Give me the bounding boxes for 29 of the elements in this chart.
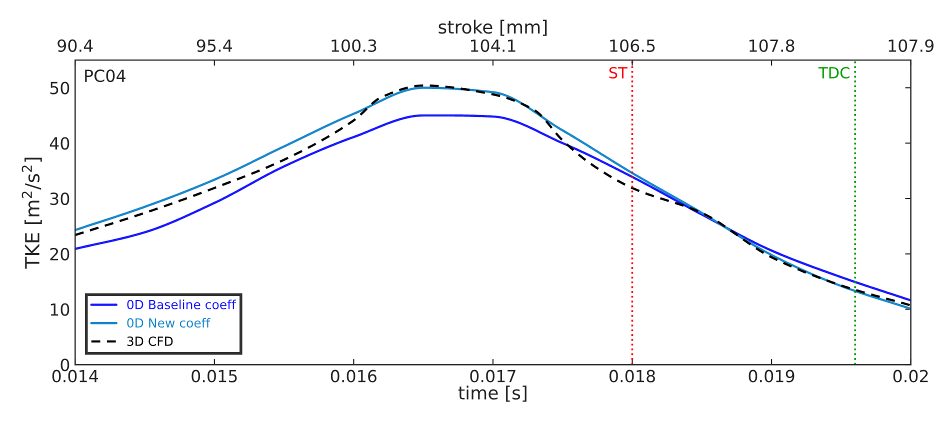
- legend-label: 0D New coeff: [127, 318, 210, 328]
- text: 90.4: [58, 39, 93, 52]
- x-tick-label: 0.014: [52, 370, 98, 382]
- annotation: PC04: [85, 69, 126, 82]
- x-tick-label: 0.015: [192, 370, 237, 382]
- x-tick-label: 0.018: [610, 370, 655, 382]
- text: 107.8: [750, 39, 794, 52]
- text: 104.1: [470, 39, 516, 52]
- y-tick-label: 40: [50, 137, 70, 150]
- ref-line-label: TDC: [818, 66, 850, 79]
- x-tick-label: 0.017: [470, 370, 516, 382]
- x-tick-label: 0.02: [893, 370, 928, 382]
- y-tick-label: 30: [50, 192, 70, 206]
- y-tick-label: 0: [60, 358, 70, 372]
- x-tick-label: 0.019: [748, 370, 794, 382]
- ref-line-label: ST: [609, 66, 628, 79]
- text: 100.3: [332, 39, 376, 52]
- text: 107.9: [888, 39, 934, 52]
- x-tick-label: 0.016: [330, 370, 376, 382]
- x-axis-title: time [s]: [458, 386, 526, 402]
- text: 95.4: [196, 39, 232, 52]
- y-tick-label: 10: [50, 303, 70, 316]
- y-axis-title: TKE [m$^{2}$/s$^{2}$]: [22, 158, 42, 269]
- y-tick-label: 20: [50, 248, 70, 260]
- legend-label: 3D CFD: [127, 336, 173, 346]
- x2-axis-title: stroke [mm]: [438, 20, 547, 36]
- text: 106.5: [610, 39, 655, 52]
- y-tick-label: 50: [50, 82, 70, 94]
- legend-label: 0D Baseline coeff: [127, 300, 236, 310]
